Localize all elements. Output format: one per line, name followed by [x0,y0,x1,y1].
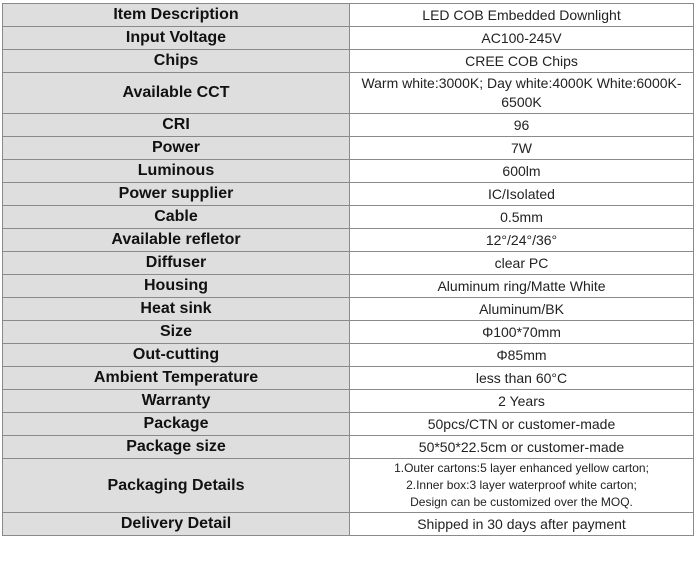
row-value: 2 Years [349,389,694,413]
table-row: Chips CREE COB Chips [2,49,694,73]
table-row: Package size 50*50*22.5cm or customer-mad… [2,435,694,459]
row-label: Cable [2,205,350,229]
table-row: Power supplier IC/Isolated [2,182,694,206]
row-label: Item Description [2,3,350,27]
row-value: 96 [349,113,694,137]
row-label: Luminous [2,159,350,183]
row-label: Diffuser [2,251,350,275]
table-row: Diffuser clear PC [2,251,694,275]
table-row: Ambient Temperature less than 60°C [2,366,694,390]
row-value: IC/Isolated [349,182,694,206]
table-row: Available CCT Warm white:3000K; Day white… [2,72,694,114]
row-label: Power supplier [2,182,350,206]
row-value: Aluminum/BK [349,297,694,321]
row-label: Package [2,412,350,436]
table-row: Input Voltage AC100-245V [2,26,694,50]
table-row: Heat sink Aluminum/BK [2,297,694,321]
table-row: Package 50pcs/CTN or customer-made [2,412,694,436]
spec-table: Item Description LED COB Embedded Downlig… [2,3,694,536]
row-value: Shipped in 30 days after payment [349,512,694,536]
row-value: CREE COB Chips [349,49,694,73]
row-label: Available refletor [2,228,350,252]
row-label: Housing [2,274,350,298]
table-row: Luminous 600lm [2,159,694,183]
row-value: LED COB Embedded Downlight [349,3,694,27]
row-value: Aluminum ring/Matte White [349,274,694,298]
value-line: 2.Inner box:3 layer waterproof white car… [406,478,637,492]
table-row: Power 7W [2,136,694,160]
row-value: 50*50*22.5cm or customer-made [349,435,694,459]
row-label: Package size [2,435,350,459]
row-value: 12°/24°/36° [349,228,694,252]
value-line: Design can be customized over the MOQ. [410,495,633,509]
table-row: Housing Aluminum ring/Matte White [2,274,694,298]
table-row: Delivery Detail Shipped in 30 days after … [2,512,694,536]
row-value: AC100-245V [349,26,694,50]
row-value: Warm white:3000K; Day white:4000K White:… [349,72,694,114]
row-value: 0.5mm [349,205,694,229]
table-row: Packaging Details 1.Outer cartons:5 layer… [2,458,694,513]
row-value: 7W [349,136,694,160]
table-row: Warranty 2 Years [2,389,694,413]
table-row: Cable 0.5mm [2,205,694,229]
table-row: Available refletor 12°/24°/36° [2,228,694,252]
row-label: Power [2,136,350,160]
table-row: CRI 96 [2,113,694,137]
row-value: 50pcs/CTN or customer-made [349,412,694,436]
row-label: Size [2,320,350,344]
row-label: Delivery Detail [2,512,350,536]
row-label: Chips [2,49,350,73]
row-label: Out-cutting [2,343,350,367]
value-line: 1.Outer cartons:5 layer enhanced yellow … [394,461,649,475]
row-label: Packaging Details [2,458,350,513]
row-label: Available CCT [2,72,350,114]
row-label: Heat sink [2,297,350,321]
table-row: Size Φ100*70mm [2,320,694,344]
row-label: CRI [2,113,350,137]
row-value: less than 60°C [349,366,694,390]
row-label: Warranty [2,389,350,413]
row-label: Input Voltage [2,26,350,50]
table-row: Out-cutting Φ85mm [2,343,694,367]
row-value: clear PC [349,251,694,275]
row-value: Φ85mm [349,343,694,367]
row-value: 600lm [349,159,694,183]
row-label: Ambient Temperature [2,366,350,390]
row-value: Φ100*70mm [349,320,694,344]
row-value: 1.Outer cartons:5 layer enhanced yellow … [349,458,694,513]
table-row: Item Description LED COB Embedded Downlig… [2,3,694,27]
